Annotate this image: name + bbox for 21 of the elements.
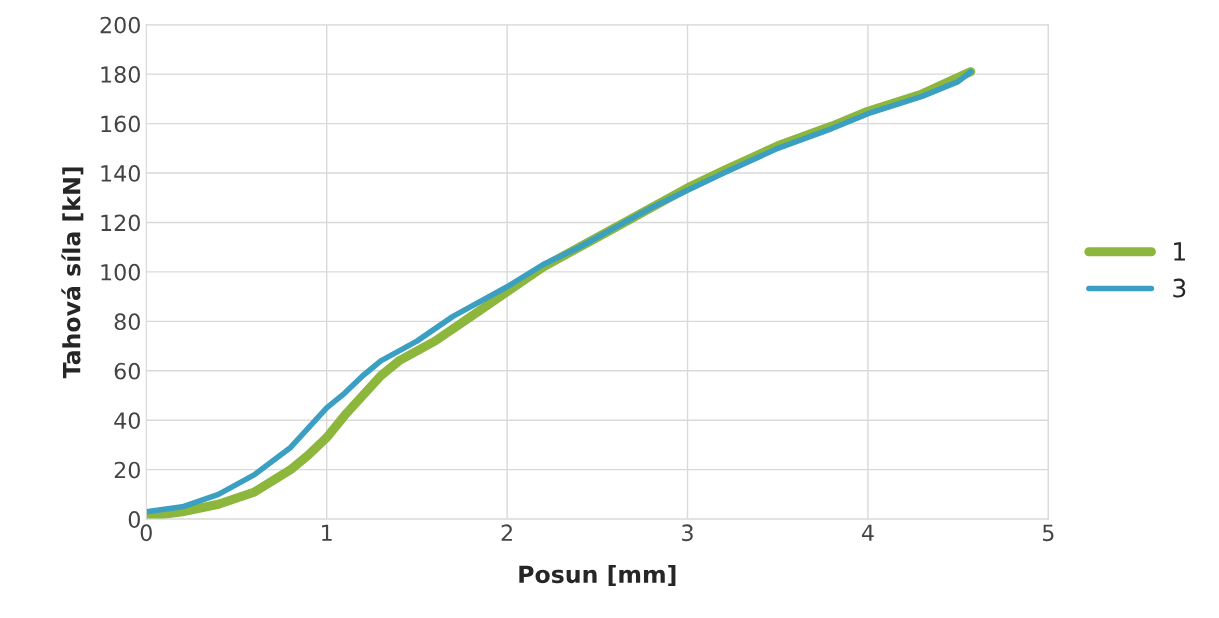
x-tick-label: 2 xyxy=(501,524,512,541)
legend-label: 3 xyxy=(1173,278,1186,298)
x-axis-title: Posun [mm] xyxy=(519,564,676,586)
x-tick-label: 3 xyxy=(682,524,693,542)
y-tick-label: 180 xyxy=(101,66,140,83)
y-tick-label: 160 xyxy=(101,115,140,133)
y-tick-label: 120 xyxy=(101,214,140,232)
y-axis-title: Tahová síla [kN] xyxy=(61,167,84,379)
legend-label: 1 xyxy=(1174,242,1185,261)
x-tick-label: 0 xyxy=(140,524,152,542)
y-tick-label: 0 xyxy=(128,511,140,528)
y-tick-label: 200 xyxy=(100,16,140,34)
x-tick-label: 4 xyxy=(861,524,874,541)
y-tick-label: 60 xyxy=(114,362,140,380)
y-tick-label: 80 xyxy=(114,313,140,331)
y-tick-label: 40 xyxy=(114,412,140,429)
y-tick-label: 20 xyxy=(114,461,140,479)
x-tick-label: 5 xyxy=(1042,524,1054,542)
y-tick-label: 100 xyxy=(101,263,140,281)
y-tick-label: 140 xyxy=(101,164,140,182)
x-tick-label: 1 xyxy=(322,524,332,541)
